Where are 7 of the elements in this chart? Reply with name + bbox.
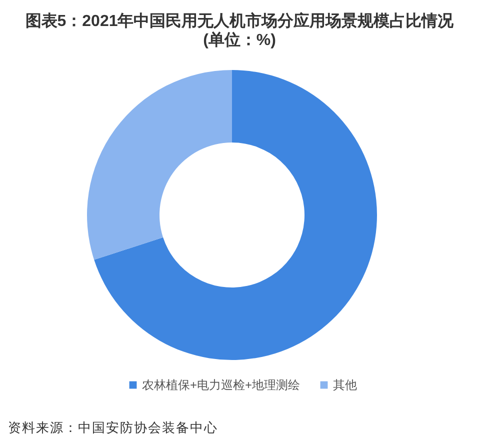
legend-label: 农林植保+电力巡检+地理测绘 bbox=[142, 378, 300, 392]
chart-title: 图表5：2021年中国民用无人机市场分应用场景规模占比情况 bbox=[25, 11, 455, 30]
donut-slice bbox=[94, 70, 377, 360]
donut-slice bbox=[87, 70, 232, 260]
legend-label: 其他 bbox=[333, 378, 357, 392]
chart-subtitle: (单位：%) bbox=[203, 31, 276, 49]
text: 资料来源：中国安防协会装备中心 bbox=[8, 419, 218, 437]
